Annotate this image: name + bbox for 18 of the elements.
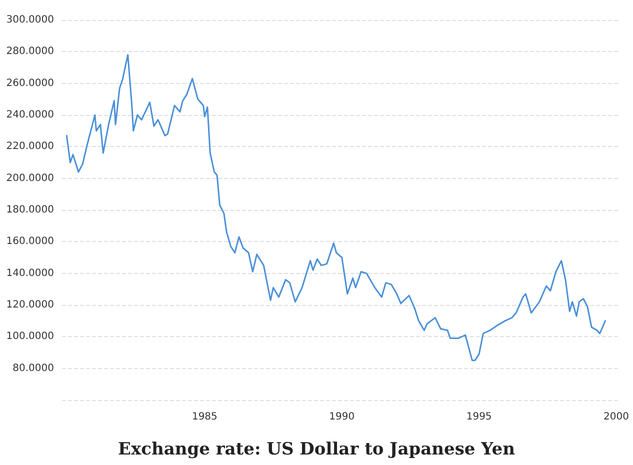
y-tick-label: 300.0000 xyxy=(6,14,54,26)
x-tick-label: 1985 xyxy=(192,412,218,422)
y-tick-label: 180.0000 xyxy=(6,204,54,216)
y-tick-label: 100.0000 xyxy=(6,331,54,342)
y-tick-label: 260.0000 xyxy=(6,78,54,89)
text: Exchange rate: US Dollar to Japanese Yen xyxy=(118,440,515,460)
y-tick-label: 120.0000 xyxy=(6,300,54,310)
y-tick-label: 240.0000 xyxy=(6,110,54,120)
x-tick-label: 2000 xyxy=(604,412,629,422)
y-tick-label: 220.0000 xyxy=(6,141,54,152)
y-tick-label: 200.0000 xyxy=(6,172,54,184)
y-tick-label: 160.0000 xyxy=(6,236,54,248)
y-tick-label: 140.0000 xyxy=(6,268,54,279)
y-tick-label: 80.0000 xyxy=(12,362,54,374)
y-tick-label: 280.0000 xyxy=(6,46,54,58)
line-series xyxy=(66,54,606,362)
x-tick-label: 1995 xyxy=(466,412,492,422)
x-tick-label: 1990 xyxy=(329,412,355,422)
